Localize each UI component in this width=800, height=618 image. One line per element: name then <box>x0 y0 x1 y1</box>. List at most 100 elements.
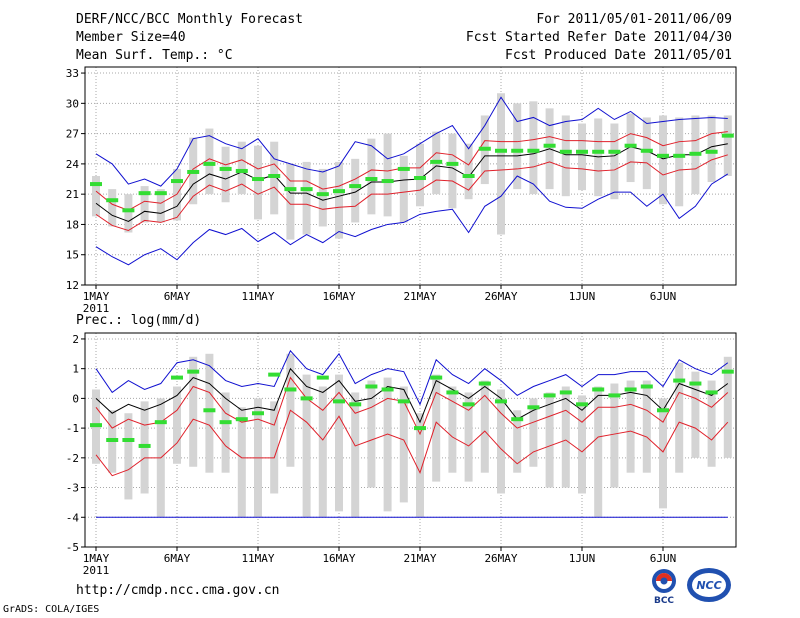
ensemble-box <box>707 115 716 183</box>
x-tick-label: 6MAY <box>164 552 191 565</box>
ensemble-box <box>156 189 165 223</box>
observed-marker <box>316 192 329 197</box>
ensemble-box <box>140 186 149 223</box>
observed-marker <box>138 191 151 196</box>
ensemble-box <box>399 386 408 503</box>
ensemble-box <box>594 118 603 197</box>
x-tick-label: 16MAY <box>322 552 355 565</box>
observed-marker <box>219 166 232 171</box>
observed-marker <box>495 399 507 404</box>
ensemble-box <box>302 161 311 235</box>
ensemble-box <box>286 163 295 240</box>
observed-marker <box>640 148 653 153</box>
observed-marker <box>365 177 378 182</box>
x-tick-label: 1MAY <box>83 290 110 303</box>
ensemble-box <box>189 356 198 467</box>
precipitation-variable-label: Prec.: log(mm/d) <box>76 313 202 328</box>
observed-marker <box>624 387 637 392</box>
observed-marker <box>414 176 426 181</box>
observed-marker <box>446 390 459 395</box>
ensemble-box <box>302 374 311 518</box>
observed-marker <box>689 381 702 386</box>
observed-marker <box>284 387 297 392</box>
observed-marker <box>430 375 443 380</box>
y-tick-label: -5 <box>66 541 79 554</box>
ensemble-box <box>270 141 279 215</box>
observed-marker <box>252 177 264 182</box>
ensemble-box <box>626 113 635 183</box>
y-tick-label: 21 <box>66 188 79 201</box>
series-line-lower-spread <box>95 154 728 232</box>
y-tick-label: -1 <box>66 422 79 435</box>
ensemble-box <box>399 155 408 223</box>
observed-marker <box>171 179 183 184</box>
x-year-label: 2011 <box>83 302 110 315</box>
x-tick-label: 6JUN <box>650 290 677 303</box>
y-tick-label: 24 <box>66 158 80 171</box>
y-tick-label: 15 <box>66 249 79 262</box>
ensemble-box <box>432 374 441 482</box>
ensemble-box <box>464 143 473 200</box>
y-tick-label: -4 <box>66 511 80 524</box>
observed-marker <box>203 408 216 413</box>
observed-marker <box>106 198 119 203</box>
plot-frame <box>84 66 737 286</box>
ensemble-box <box>723 115 732 176</box>
ensemble-box <box>124 194 133 233</box>
observed-marker <box>138 443 151 448</box>
ensemble-box <box>497 93 505 235</box>
ensemble-box <box>707 380 716 467</box>
svg-text:NCC: NCC <box>696 579 721 592</box>
observed-marker <box>511 148 524 153</box>
ensemble-box <box>610 123 619 200</box>
ensemble-box <box>318 168 327 227</box>
observed-marker <box>559 149 572 154</box>
ensemble-box <box>205 353 214 473</box>
observed-marker <box>559 390 572 395</box>
observed-marker <box>381 179 394 184</box>
observed-marker <box>300 187 313 192</box>
observed-marker <box>397 399 410 404</box>
ensemble-box <box>561 386 570 488</box>
observed-marker <box>171 375 183 380</box>
observed-marker <box>333 399 345 404</box>
series-line-ensemble-mean <box>95 367 729 424</box>
observed-marker <box>527 405 540 410</box>
observed-marker <box>90 182 102 187</box>
observed-marker <box>721 133 734 138</box>
observed-marker <box>187 169 200 174</box>
observed-marker <box>122 208 135 213</box>
x-tick-label: 26MAY <box>484 290 517 303</box>
observed-marker <box>608 393 621 398</box>
series-line-upper-spread <box>95 376 729 436</box>
ensemble-box <box>367 380 376 488</box>
observed-marker <box>106 438 119 442</box>
ensemble-box <box>464 392 473 482</box>
source-url: http://cmdp.ncc.cma.gov.cn <box>76 583 280 598</box>
ensemble-box <box>561 115 570 197</box>
observed-marker <box>673 153 686 158</box>
ensemble-box <box>383 133 392 217</box>
ensemble-box <box>675 117 684 207</box>
ensemble-box <box>351 392 360 518</box>
observed-marker <box>478 381 491 386</box>
observed-marker <box>300 396 313 401</box>
observed-marker <box>495 148 507 153</box>
y-tick-label: 0 <box>72 392 79 405</box>
observed-marker <box>154 191 167 196</box>
observed-marker <box>543 143 556 148</box>
observed-marker <box>268 174 281 178</box>
ensemble-box <box>610 383 619 488</box>
y-tick-label: 1 <box>72 363 79 376</box>
observed-marker <box>592 149 605 154</box>
observed-marker <box>397 166 410 171</box>
y-tick-label: 27 <box>66 128 79 141</box>
x-tick-label: 21MAY <box>403 290 436 303</box>
ensemble-box <box>221 392 230 473</box>
ensemble-box <box>318 386 327 518</box>
observed-marker <box>349 402 362 407</box>
y-tick-label: 2 <box>72 333 79 346</box>
series-line-ensemble-mean <box>95 143 728 222</box>
y-tick-label: -2 <box>66 452 79 465</box>
